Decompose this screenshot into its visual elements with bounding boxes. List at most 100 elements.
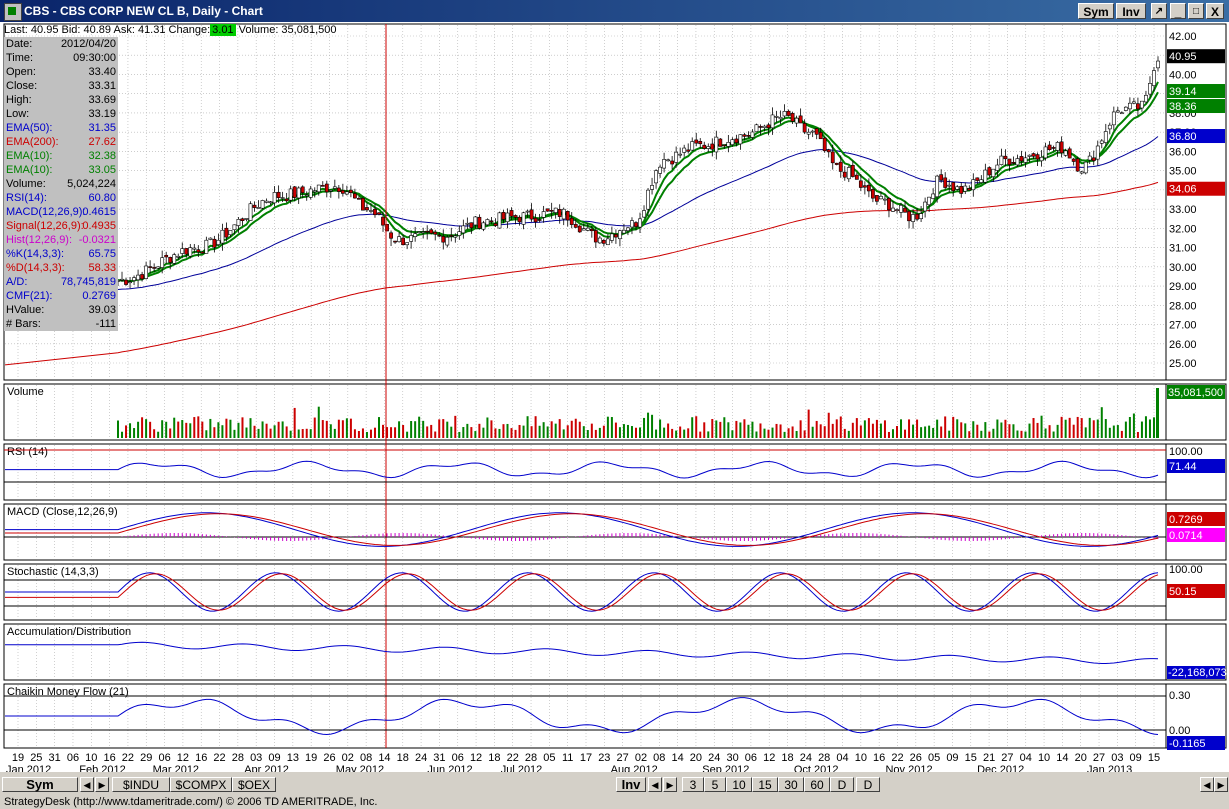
candle (381, 216, 385, 226)
volume-bar (671, 428, 674, 438)
candle (1103, 131, 1108, 143)
minimize-button[interactable]: _ (1170, 3, 1186, 19)
candle (1047, 144, 1052, 151)
volume-bar (394, 427, 397, 438)
volume-bar (735, 420, 738, 438)
volume-bar (663, 427, 666, 438)
volume-bar (1064, 419, 1067, 438)
volume-bar (1116, 425, 1119, 438)
candle (477, 216, 482, 229)
candle (991, 168, 996, 178)
interval-10[interactable]: 10 (726, 777, 752, 792)
inv-button[interactable]: Inv (1116, 3, 1146, 19)
info-label: A/D: (6, 276, 28, 289)
volume-bar-last (1156, 388, 1159, 438)
volume-bar (450, 426, 453, 438)
volume-bar (177, 421, 180, 438)
candle (999, 155, 1004, 165)
volume-bar (891, 429, 894, 438)
candle (1075, 158, 1080, 172)
candle (746, 135, 751, 137)
x-axis-day-label: 26 (323, 752, 335, 764)
volume-marker-text: 35,081,500 (1168, 387, 1223, 399)
inv-selector[interactable]: Inv (616, 777, 646, 792)
chart-area[interactable]: 42.0041.0040.0039.0038.0037.0036.0035.00… (0, 22, 1229, 776)
candle (947, 184, 952, 187)
candle (710, 143, 715, 150)
x-axis-day-label: 09 (1130, 752, 1142, 764)
interval-3[interactable]: 3 (682, 777, 704, 792)
x-axis-month-label: Aug 2012 (611, 764, 658, 772)
volume-bar (197, 416, 200, 438)
candle (642, 210, 646, 218)
tab-indu[interactable]: $INDU (112, 777, 170, 792)
candle (850, 164, 855, 177)
volume-bar (643, 417, 646, 438)
volume-bar (944, 416, 947, 438)
ema10-line (117, 91, 1159, 283)
candle (959, 185, 964, 194)
chart-canvas[interactable]: 42.0041.0040.0039.0038.0037.0036.0035.00… (0, 22, 1229, 776)
x-axis-day-label: 24 (708, 752, 720, 764)
interval-right-icon[interactable]: ▶ (663, 777, 677, 792)
info-row: Time: 09:30:00 (4, 51, 118, 65)
sym-selector[interactable]: Sym (2, 777, 78, 792)
scroll-left-icon[interactable]: ◀ (80, 777, 94, 792)
scroll-right-icon[interactable]: ▶ (95, 777, 109, 792)
interval-60[interactable]: 60 (804, 777, 830, 792)
title-bar[interactable]: CBS - CBS CORP NEW CL B, Daily - Chart S… (0, 0, 1229, 22)
volume-bar (510, 428, 513, 438)
tab-oex[interactable]: $OEX (232, 777, 276, 792)
candle (790, 113, 795, 122)
candle (192, 247, 197, 250)
panel-stoch (3, 563, 1167, 621)
candle (626, 227, 630, 232)
interval-15[interactable]: 15 (752, 777, 778, 792)
info-row: A/D: 78,745,819 (4, 275, 118, 289)
maximize-button[interactable]: □ (1188, 3, 1204, 19)
candle (694, 139, 699, 144)
interval-daily[interactable]: D (830, 777, 854, 792)
candle (284, 198, 289, 202)
candle (1067, 148, 1072, 159)
quote-bid: Bid: 40.89 (61, 24, 112, 36)
scroll-end-left-icon[interactable]: ◀ (1200, 777, 1214, 792)
candle (332, 186, 337, 189)
volume-bar (578, 421, 581, 438)
volume-bar (751, 421, 754, 438)
volume-bar (518, 424, 521, 438)
volume-bar (129, 423, 132, 438)
candle (204, 239, 209, 254)
sym-button[interactable]: Sym (1078, 3, 1114, 19)
volume-bar (566, 425, 569, 438)
volume-bar (1048, 425, 1051, 438)
candle (718, 138, 723, 147)
volume-bar (530, 426, 533, 438)
volume-bar (341, 420, 344, 438)
cmf-tick-label: 0.30 (1169, 690, 1190, 702)
candle (943, 177, 948, 188)
volume-bar (622, 424, 625, 438)
volume-bar (345, 418, 348, 438)
candle (1152, 70, 1156, 86)
info-value: 33.40 (88, 66, 116, 79)
candle (798, 115, 803, 124)
interval-30[interactable]: 30 (778, 777, 804, 792)
volume-bar (378, 417, 381, 438)
volume-bar (293, 407, 296, 438)
popout-icon[interactable]: ↗ (1151, 3, 1167, 19)
volume-bar (695, 416, 698, 438)
interval-left-icon[interactable]: ◀ (648, 777, 662, 792)
volume-bar (851, 422, 854, 438)
info-row: MACD(12,26,9): 0.4615 (4, 205, 118, 219)
candle (449, 235, 454, 237)
scroll-end-right-icon[interactable]: ▶ (1214, 777, 1228, 792)
tab-compx[interactable]: $COMPX (170, 777, 232, 792)
volume-bar (610, 417, 613, 438)
close-button[interactable]: X (1206, 3, 1224, 19)
interval-5[interactable]: 5 (704, 777, 726, 792)
volume-bar (1092, 420, 1095, 438)
info-value: 0.2769 (82, 290, 116, 303)
panel-ad (3, 623, 1167, 681)
interval-custom[interactable]: D (856, 777, 880, 792)
